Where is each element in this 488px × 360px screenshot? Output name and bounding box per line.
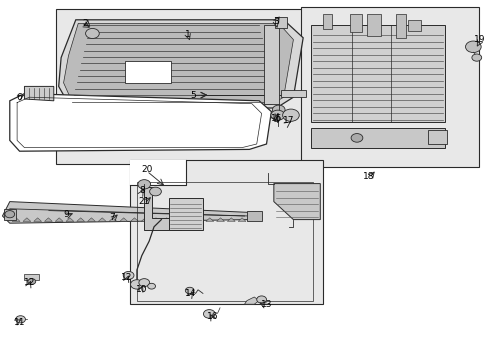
Circle shape — [465, 41, 480, 53]
Circle shape — [139, 279, 149, 287]
Circle shape — [256, 296, 266, 303]
Polygon shape — [227, 218, 235, 221]
Text: 1: 1 — [185, 30, 191, 39]
Polygon shape — [10, 94, 271, 151]
Text: 15: 15 — [270, 114, 282, 123]
Polygon shape — [173, 218, 181, 221]
Text: 8: 8 — [139, 186, 144, 195]
Polygon shape — [184, 218, 192, 221]
Circle shape — [147, 283, 155, 289]
Polygon shape — [98, 218, 106, 221]
Bar — [395, 14, 405, 38]
Polygon shape — [2, 202, 259, 223]
Bar — [427, 130, 447, 144]
Polygon shape — [23, 218, 31, 221]
Text: 12: 12 — [121, 273, 133, 282]
Text: 16: 16 — [206, 312, 218, 321]
Polygon shape — [195, 218, 203, 221]
Text: 9: 9 — [63, 210, 69, 219]
Text: 21: 21 — [138, 197, 150, 206]
Polygon shape — [77, 218, 84, 221]
Circle shape — [185, 287, 194, 294]
Bar — [4, 209, 16, 220]
Circle shape — [28, 279, 36, 284]
Bar — [310, 128, 444, 148]
Circle shape — [85, 28, 99, 39]
Circle shape — [149, 187, 161, 196]
Circle shape — [282, 109, 299, 121]
Text: 14: 14 — [184, 289, 196, 298]
Text: 17: 17 — [282, 116, 294, 125]
Polygon shape — [109, 218, 117, 221]
Bar — [168, 198, 203, 230]
Polygon shape — [141, 218, 149, 221]
Polygon shape — [120, 218, 127, 221]
Bar — [24, 274, 39, 280]
Bar — [407, 20, 420, 31]
Circle shape — [5, 211, 15, 218]
Bar — [129, 160, 322, 304]
Polygon shape — [144, 187, 181, 230]
Text: 11: 11 — [14, 318, 25, 327]
Bar — [300, 7, 478, 167]
Bar — [124, 61, 171, 83]
Text: 4: 4 — [273, 116, 279, 125]
Polygon shape — [152, 218, 160, 221]
Bar — [137, 182, 312, 301]
Circle shape — [272, 105, 285, 114]
Polygon shape — [163, 218, 170, 221]
Text: 13: 13 — [260, 300, 272, 309]
Text: 18: 18 — [363, 172, 374, 181]
Polygon shape — [205, 218, 213, 221]
Polygon shape — [44, 218, 52, 221]
Polygon shape — [12, 218, 20, 221]
Bar — [274, 17, 286, 28]
Circle shape — [471, 54, 481, 61]
Text: 19: 19 — [472, 35, 484, 44]
Polygon shape — [55, 218, 63, 221]
Circle shape — [16, 316, 25, 323]
Polygon shape — [34, 218, 41, 221]
Bar — [264, 25, 278, 104]
Polygon shape — [129, 160, 185, 185]
Polygon shape — [59, 20, 303, 108]
Text: 6: 6 — [17, 93, 22, 102]
Polygon shape — [130, 218, 138, 221]
Polygon shape — [244, 297, 259, 304]
Circle shape — [350, 134, 362, 142]
Bar — [322, 14, 331, 29]
Polygon shape — [66, 218, 74, 221]
Polygon shape — [87, 218, 95, 221]
Polygon shape — [24, 86, 54, 101]
Bar — [310, 25, 444, 122]
Text: 3: 3 — [273, 17, 279, 26]
Polygon shape — [238, 218, 245, 221]
Bar — [349, 14, 361, 32]
Text: 20: 20 — [141, 165, 152, 174]
Circle shape — [270, 110, 284, 120]
Polygon shape — [63, 23, 293, 104]
Polygon shape — [216, 218, 224, 221]
Text: 2: 2 — [82, 19, 88, 28]
Circle shape — [130, 280, 143, 289]
Bar — [366, 14, 381, 36]
Bar — [56, 9, 312, 164]
Text: 12: 12 — [23, 278, 35, 287]
Bar — [246, 211, 261, 221]
Polygon shape — [273, 184, 320, 220]
Circle shape — [203, 310, 215, 318]
Circle shape — [123, 271, 134, 279]
Text: 5: 5 — [190, 91, 196, 100]
Text: 10: 10 — [136, 285, 147, 294]
Circle shape — [138, 180, 150, 189]
Text: 7: 7 — [109, 213, 115, 222]
Bar — [281, 90, 305, 97]
